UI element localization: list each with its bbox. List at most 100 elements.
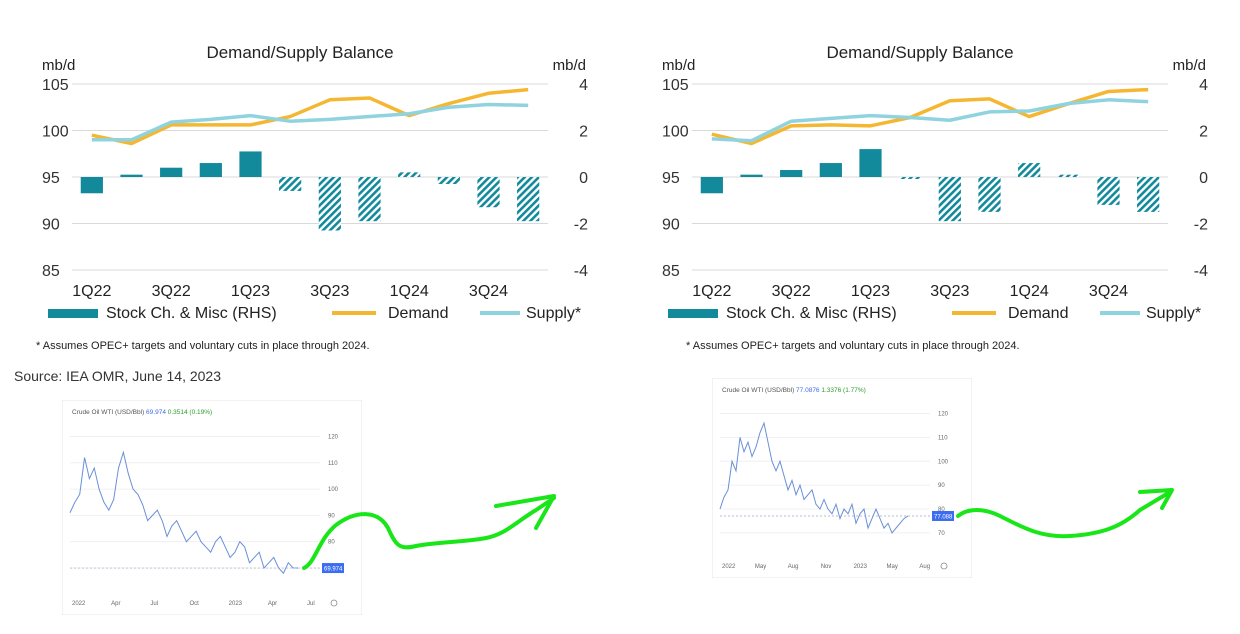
y-left-tick-label: 85 — [662, 263, 680, 280]
wti-y-tick: 80 — [938, 507, 945, 513]
wti-frame — [62, 400, 362, 615]
y-left-tick-label: 105 — [662, 77, 689, 94]
settings-gear-icon — [330, 599, 338, 607]
x-tick-label: 3Q22 — [152, 283, 191, 300]
x-tick-label: 3Q23 — [930, 283, 969, 300]
legend-label-demand: Demand — [1008, 305, 1068, 322]
wti-change: 0.3514 (0.19%) — [168, 409, 212, 416]
x-tick-label: 1Q22 — [692, 283, 731, 300]
bar-stock-change — [318, 177, 341, 231]
x-tick-label: 3Q24 — [1089, 283, 1128, 300]
y-left-unit: mb/d — [662, 57, 695, 74]
wti-chart: Crude Oil WTI (USD/Bbl) 69.974 0.3514 (0… — [62, 400, 362, 615]
line-demand — [91, 87, 529, 146]
y-right-tick-label: 0 — [1199, 170, 1208, 187]
bar-stock-change — [517, 177, 540, 222]
x-tick-label: 3Q23 — [310, 283, 349, 300]
bar-stock-change — [740, 174, 763, 177]
left-panel: Demand/Supply Balance mb/d mb/d 105 4 100 2 95 0… — [14, 43, 588, 615]
bar-stock-change — [398, 172, 421, 177]
bar-stock-change — [239, 151, 262, 177]
y-left-tick-label: 95 — [662, 170, 680, 187]
wti-x-tick: 2022 — [722, 564, 736, 570]
wti-y-tick: 120 — [938, 412, 949, 418]
drawn-green-arrow — [956, 488, 1174, 539]
x-tick-label: 1Q23 — [231, 283, 270, 300]
wti-y-tick: 90 — [938, 483, 945, 489]
bar-stock-change — [859, 149, 882, 177]
wti-price-line — [69, 450, 299, 575]
bar-stock-change — [199, 163, 222, 177]
y-left-tick-label: 100 — [42, 124, 69, 141]
right-panel: Demand/Supply Balance mb/d mb/d 105 4 100 2 95 0… — [620, 0, 1240, 634]
y-left-tick-label: 90 — [662, 217, 680, 234]
footnote: * Assumes OPEC+ targets and voluntary cu… — [36, 340, 370, 352]
legend-label-demand: Demand — [388, 305, 448, 322]
wti-x-tick: Aug — [919, 564, 930, 570]
settings-gear-icon — [940, 562, 948, 570]
bar-stock-change — [938, 177, 961, 222]
line-demand — [711, 87, 1149, 146]
line-supply — [711, 98, 1149, 143]
wti-y-tick: 80 — [328, 540, 335, 546]
wti-last-price-badge — [932, 510, 954, 521]
x-tick-label: 1Q23 — [851, 283, 890, 300]
bar-stock-change — [1137, 177, 1160, 212]
wti-frame — [712, 378, 972, 578]
x-tick-label: 1Q22 — [72, 283, 111, 300]
wti-chart: Crude Oil WTI (USD/Bbl) 77.0876 1.3376 (… — [712, 378, 972, 578]
wti-x-tick: Apr — [268, 601, 277, 607]
wti-y-tick: 100 — [938, 459, 949, 465]
wti-y-tick: 110 — [328, 461, 338, 467]
legend-swatch-stock — [668, 309, 718, 318]
x-tick-label: 3Q22 — [772, 283, 811, 300]
y-right-unit: mb/d — [1173, 57, 1206, 74]
drawn-green-arrow — [302, 494, 556, 570]
wti-y-tick: 110 — [938, 435, 948, 441]
legend-label-stock: Stock Ch. & Misc (RHS) — [106, 305, 277, 322]
balance-chart: Demand/Supply Balance mb/d mb/d 105 4 100 2 95 0… — [662, 43, 1208, 322]
bar-stock-change — [899, 177, 922, 179]
wti-change: 1.3376 (1.77%) — [821, 387, 865, 394]
bar-stock-change — [1057, 174, 1080, 177]
wti-x-tick: 2023 — [229, 601, 243, 607]
wti-x-tick: Aug — [788, 564, 799, 570]
y-right-tick-label: 0 — [579, 170, 588, 187]
wti-x-tick: May — [887, 564, 898, 570]
y-right-tick-label: -4 — [574, 263, 588, 280]
x-tick-label: 1Q24 — [1010, 283, 1049, 300]
wti-x-tick: May — [755, 564, 766, 570]
bar-stock-change — [477, 177, 500, 208]
bar-stock-change — [437, 177, 460, 184]
y-left-tick-label: 95 — [42, 170, 60, 187]
y-left-unit: mb/d — [42, 57, 75, 74]
y-left-tick-label: 90 — [42, 217, 60, 234]
wti-x-tick: 2023 — [854, 564, 868, 570]
wti-last-price-badge — [322, 563, 344, 574]
bar-stock-change — [120, 174, 143, 177]
y-right-tick-label: 4 — [1199, 77, 1208, 94]
wti-y-tick: 70 — [938, 531, 945, 537]
legend-swatch-stock — [48, 309, 98, 318]
bar-stock-change — [780, 170, 803, 177]
wti-y-tick: 120 — [328, 435, 339, 441]
wti-x-tick: Jul — [150, 601, 158, 607]
wti-x-tick: Jul — [307, 601, 315, 607]
wti-x-tick: Oct — [190, 601, 200, 607]
balance-chart: Demand/Supply Balance mb/d mb/d 105 4 100 2 95 0… — [42, 43, 588, 322]
wti-x-tick: Nov — [821, 564, 832, 570]
wti-x-tick: Apr — [111, 601, 120, 607]
chart-title: Demand/Supply Balance — [206, 43, 393, 62]
bar-stock-change — [978, 177, 1001, 212]
bar-stock-change — [819, 163, 842, 177]
wti-title: Crude Oil WTI (USD/Bbl) 77.0876 1.3376 (… — [722, 387, 866, 394]
y-right-tick-label: 2 — [579, 124, 588, 141]
line-supply — [91, 102, 529, 142]
bar-stock-change — [358, 177, 381, 222]
bar-stock-change — [160, 167, 183, 177]
bar-stock-change — [1097, 177, 1120, 205]
wti-last-price-label: 69.974 — [324, 567, 343, 573]
y-right-tick-label: -2 — [1194, 217, 1208, 234]
bar-stock-change — [1018, 163, 1041, 177]
y-left-tick-label: 105 — [42, 77, 69, 94]
